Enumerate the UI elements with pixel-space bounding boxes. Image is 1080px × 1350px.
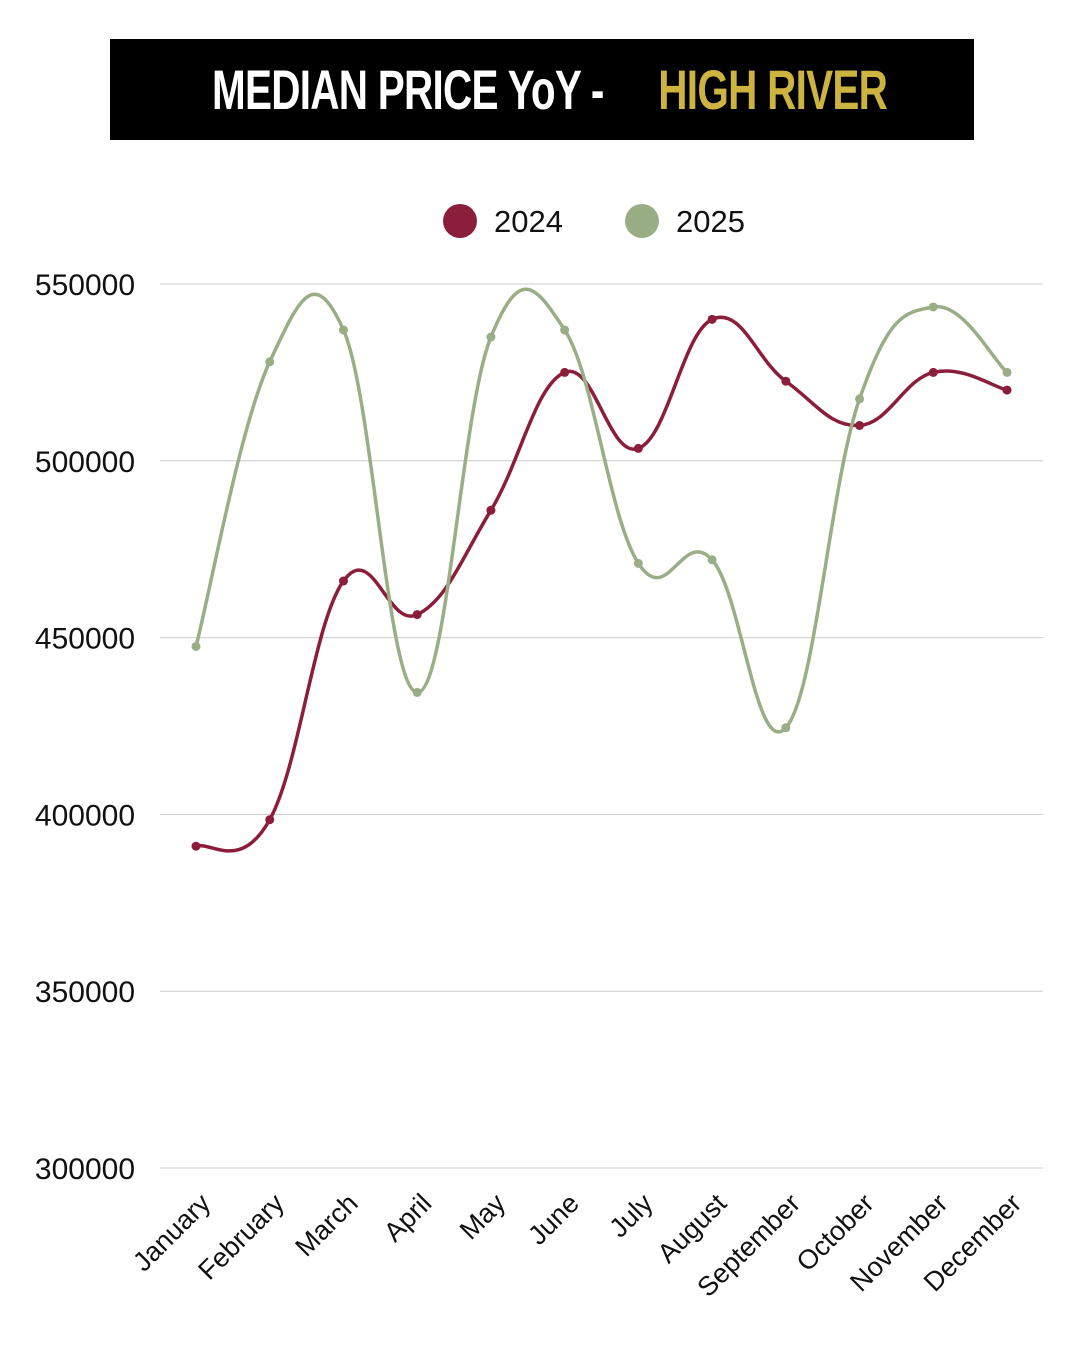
y-tick-label: 450000 (35, 623, 135, 656)
series-line-2025 (194, 287, 1009, 734)
data-point-2025 (560, 325, 570, 335)
data-point-2024 (707, 314, 717, 324)
data-point-2025 (265, 357, 275, 367)
title-main: MEDIAN PRICE YoY - (211, 58, 604, 121)
x-tick-label: April (378, 1188, 437, 1247)
data-point-2025 (338, 325, 348, 335)
y-tick-label: 300000 (35, 1153, 135, 1186)
data-point-2024 (486, 505, 496, 515)
data-point-2024 (855, 420, 865, 430)
y-tick-label: 500000 (35, 446, 135, 479)
data-point-2024 (781, 376, 791, 386)
series-line-2024 (195, 315, 1008, 853)
data-point-2025 (633, 558, 643, 568)
data-point-2024 (633, 443, 643, 453)
x-tick-label: May (454, 1188, 512, 1246)
data-point-2024 (1002, 385, 1012, 395)
title-highlight: HIGH RIVER (657, 58, 888, 121)
data-point-2025 (707, 555, 717, 565)
legend-label: 2025 (676, 204, 745, 239)
data-point-2025 (928, 302, 938, 312)
x-tick-label: July (603, 1188, 659, 1244)
chart-title: MEDIAN PRICE YoY - HIGH RIVER (110, 39, 974, 140)
data-point-2025 (1002, 367, 1012, 377)
y-tick-label: 350000 (35, 976, 135, 1009)
y-tick-label: 400000 (35, 799, 135, 832)
data-point-2024 (928, 367, 938, 377)
data-point-2025 (486, 332, 496, 342)
x-tick-label: June (522, 1188, 585, 1251)
data-point-2025 (855, 394, 865, 404)
data-point-2025 (781, 723, 791, 733)
legend-label: 2024 (494, 204, 563, 239)
data-point-2024 (265, 815, 275, 825)
legend-marker (443, 204, 477, 238)
data-point-2024 (560, 367, 570, 377)
x-tick-label: March (289, 1188, 363, 1262)
data-point-2024 (412, 610, 422, 620)
legend-marker (625, 204, 659, 238)
y-tick-label: 550000 (35, 269, 135, 302)
data-point-2024 (191, 841, 201, 851)
data-point-2025 (412, 687, 422, 697)
data-point-2024 (338, 576, 348, 586)
data-point-2025 (191, 641, 201, 651)
